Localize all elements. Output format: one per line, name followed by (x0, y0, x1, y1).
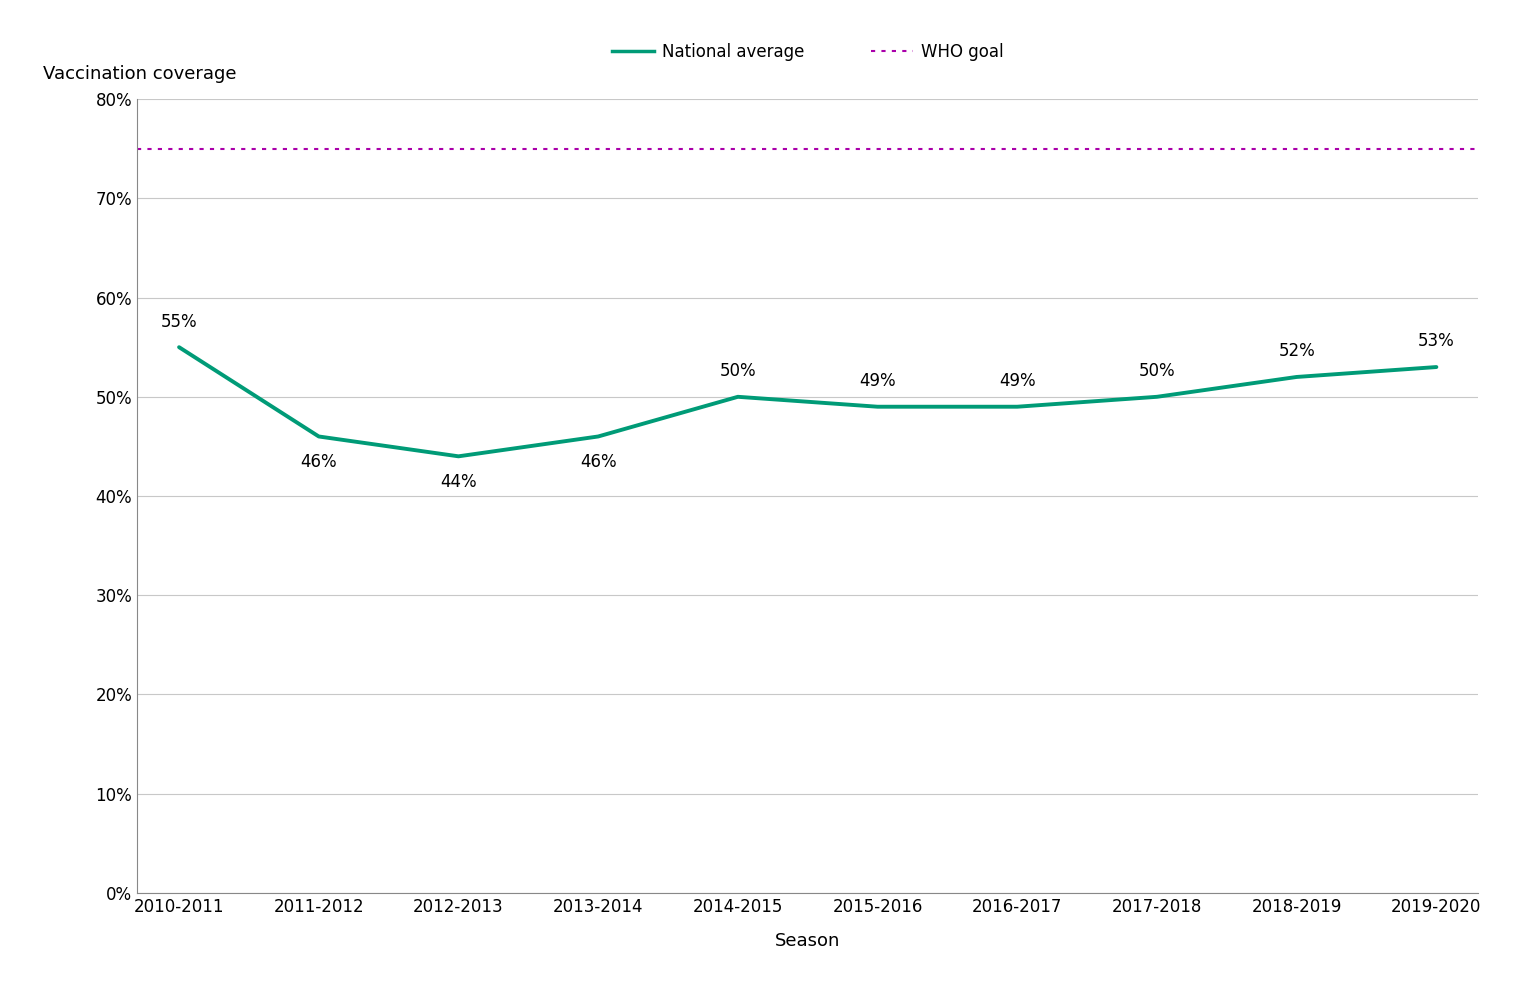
Text: 49%: 49% (998, 372, 1036, 390)
Text: Vaccination coverage: Vaccination coverage (43, 65, 236, 83)
Text: 44%: 44% (440, 473, 477, 491)
Text: 49%: 49% (860, 372, 896, 390)
Text: 53%: 53% (1417, 332, 1455, 350)
X-axis label: Season: Season (776, 932, 840, 950)
Text: 55%: 55% (160, 312, 198, 330)
Text: 50%: 50% (719, 362, 756, 380)
Text: 46%: 46% (300, 453, 337, 471)
Text: 46%: 46% (579, 453, 617, 471)
Text: 52%: 52% (1279, 342, 1315, 360)
Text: 50%: 50% (1138, 362, 1175, 380)
Legend: National average, WHO goal: National average, WHO goal (605, 36, 1010, 67)
